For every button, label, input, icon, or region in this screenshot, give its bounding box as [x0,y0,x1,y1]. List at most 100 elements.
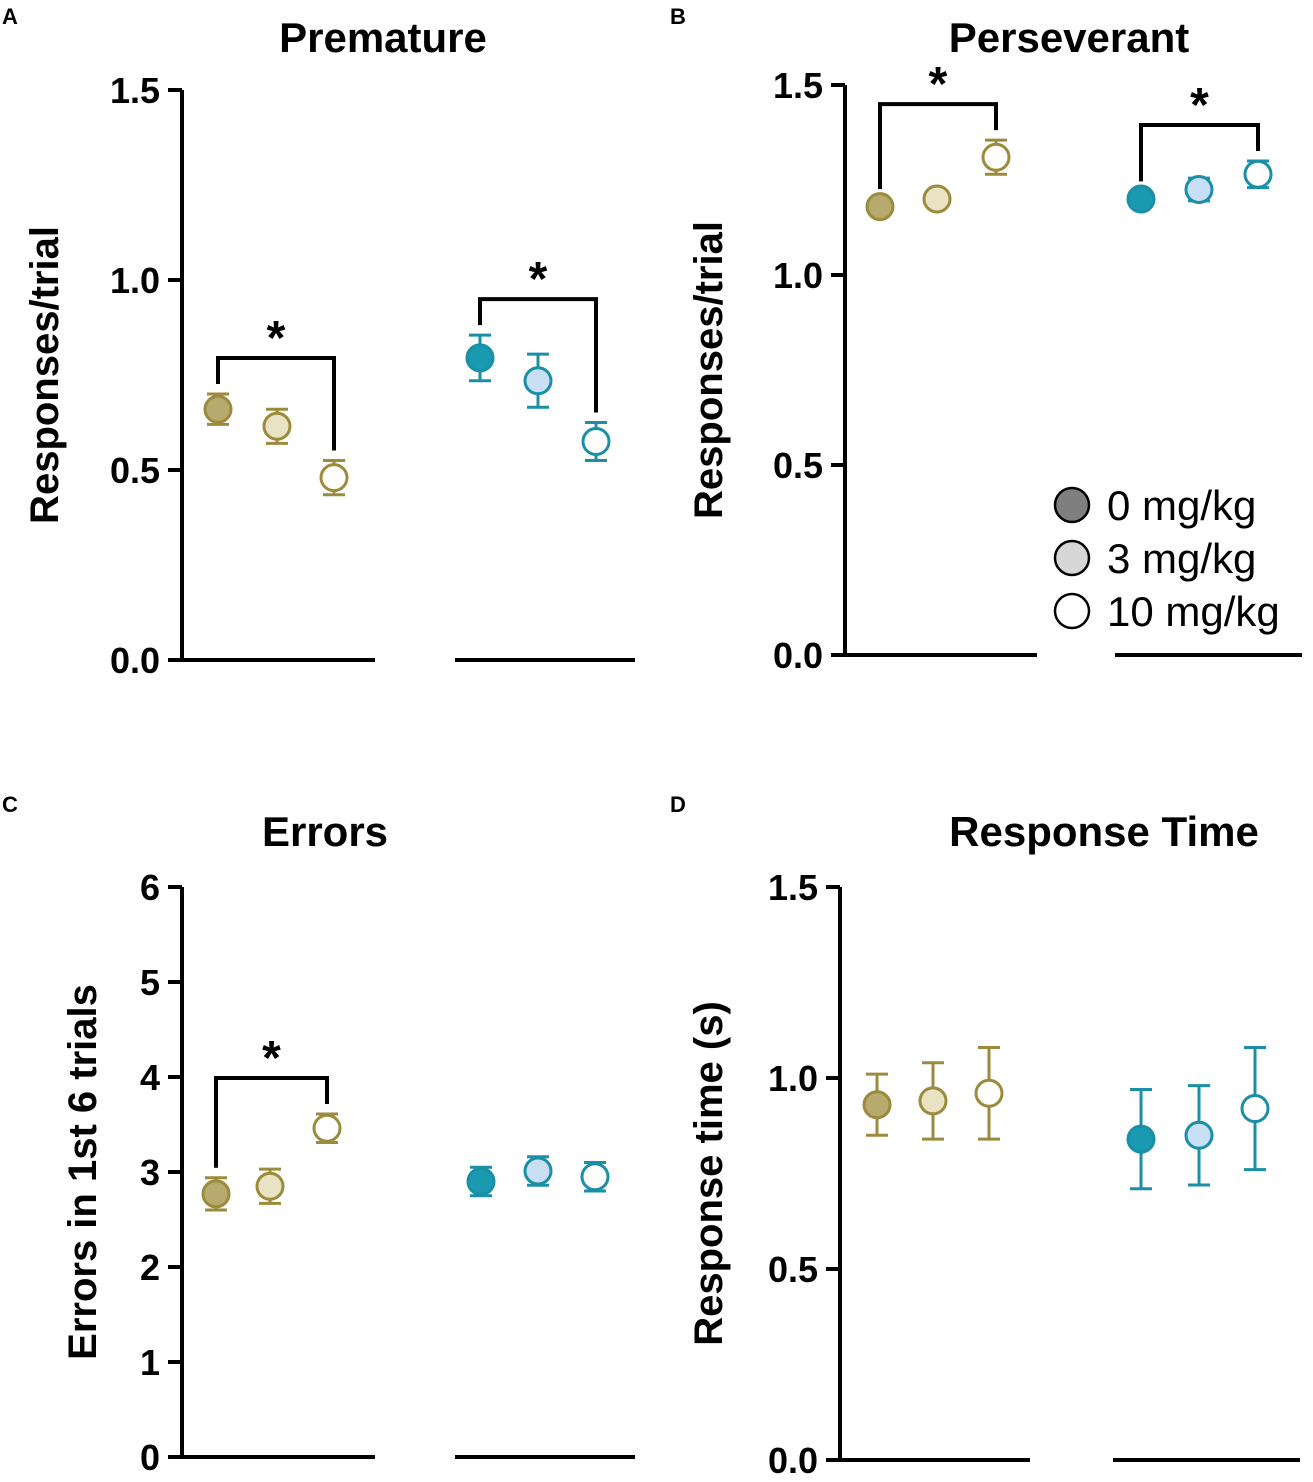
mean-marker [1126,184,1156,214]
y-axis-label: Response time (s) [687,1001,731,1346]
y-tick-label: 1.5 [110,70,160,111]
panel-letter: A [2,4,18,29]
mean-marker [981,142,1011,172]
data-point-teal-0-mg-kg [1126,1087,1156,1191]
data-point-teal-0-mg-kg [465,333,495,383]
data-point-teal-10-mg-kg [1243,159,1273,190]
data-point-olive-0-mg-kg [201,1176,231,1212]
y-tick-label: 0 [140,1437,160,1478]
bracket-line [878,102,998,189]
y-tick-label: 0.5 [110,450,160,491]
y-tick-label: 2 [140,1247,160,1288]
significance-bracket: * [214,1032,329,1168]
y-tick-label: 4 [140,1057,160,1098]
y-axis-label: Responses/trial [687,221,731,519]
data-point-teal-3-mg-kg [1184,175,1214,204]
mean-marker [312,1113,342,1143]
bracket-line [1139,123,1260,182]
data-point-teal-10-mg-kg [581,421,611,462]
mean-marker [580,1162,610,1192]
mean-marker [1184,1120,1214,1150]
mean-marker [1184,175,1214,204]
panel-b: B Perseverant 0.0 0.5 1.0 1.5 Responses/trial *… [670,4,1302,676]
mean-marker [918,1086,948,1116]
y-tick-label: 3 [140,1152,160,1193]
significance-star: * [262,1032,281,1085]
data-point-olive-0-mg-kg [862,1072,892,1137]
bracket-line [216,356,336,451]
mean-marker [523,366,553,396]
y-tick-label: 0.5 [773,445,823,486]
chart-title: Perseverant [949,14,1190,61]
legend-swatch [1053,486,1091,524]
significance-bracket: * [878,58,998,189]
data-point-teal-3-mg-kg [523,352,553,409]
panel-c: C Errors 0 1 2 3 4 5 6 Errors in 1st 6 trials * [2,792,635,1478]
data-point-olive-0-mg-kg [203,392,233,426]
y-tick-label: 5 [140,962,160,1003]
data-point-olive-3-mg-kg [255,1167,285,1205]
significance-bracket: * [216,312,336,451]
legend-label: 10 mg/kg [1107,588,1280,635]
legend-label: 3 mg/kg [1107,535,1256,582]
mean-marker [465,343,495,373]
data-point-teal-3-mg-kg [523,1155,553,1187]
y-axis-label: Errors in 1st 6 trials [61,984,105,1360]
data-point-olive-10-mg-kg [974,1045,1004,1141]
mean-marker [862,1090,892,1120]
mean-marker [262,411,292,441]
panel-letter: B [670,4,686,29]
data-point-olive-0-mg-kg [865,192,895,222]
mean-marker [1240,1094,1270,1124]
significance-star: * [529,253,548,306]
panel-a: A Premature 0.0 0.5 1.0 1.5 Responses/trial * * [2,4,635,681]
chart-title: Premature [279,14,487,61]
legend-swatch [1053,592,1091,630]
mean-marker [1243,159,1273,189]
data-point-olive-3-mg-kg [918,1061,948,1141]
y-tick-label: 1.0 [768,1058,818,1099]
bracket-line [478,297,598,413]
y-tick-label: 0.5 [768,1249,818,1290]
y-tick-label: 1.0 [110,260,160,301]
legend: 0 mg/kg 3 mg/kg 10 mg/kg [1053,482,1280,635]
significance-star: * [267,312,286,365]
panel-d: D Response Time 0.0 0.5 1.0 1.5 Response time … [670,792,1300,1481]
significance-bracket: * [1139,79,1260,182]
mean-marker [466,1167,496,1196]
data-point-olive-10-mg-kg [312,1112,342,1145]
mean-marker [201,1179,231,1209]
chart-title: Errors [262,808,388,855]
y-tick-label: 6 [140,867,160,908]
mean-marker [1126,1124,1156,1154]
legend-swatch [1053,539,1091,577]
y-axis-label: Responses/trial [23,226,67,524]
y-tick-label: 1.5 [768,867,818,908]
significance-star: * [1190,79,1209,132]
data-point-olive-3-mg-kg [262,407,292,445]
significance-bracket: * [478,253,598,413]
panel-letter: C [2,792,18,817]
y-tick-label: 1.0 [773,255,823,296]
chart-title: Response Time [949,808,1259,855]
y-tick-label: 0.0 [773,635,823,676]
mean-marker [319,463,349,493]
data-point-teal-0-mg-kg [466,1165,496,1198]
mean-marker [865,192,895,222]
data-point-teal-10-mg-kg [1240,1045,1270,1172]
mean-marker [974,1078,1004,1108]
mean-marker [922,184,952,214]
y-tick-label: 1.5 [773,65,823,106]
bracket-line [214,1076,329,1168]
y-tick-label: 1 [140,1342,160,1383]
mean-marker [523,1156,553,1186]
panel-letter: D [670,792,686,817]
legend-label: 0 mg/kg [1107,482,1256,529]
data-point-teal-3-mg-kg [1184,1084,1214,1187]
significance-star: * [929,58,948,111]
data-point-olive-10-mg-kg [319,459,349,497]
mean-marker [581,427,611,456]
data-point-teal-0-mg-kg [1126,184,1156,214]
mean-marker [255,1171,285,1201]
